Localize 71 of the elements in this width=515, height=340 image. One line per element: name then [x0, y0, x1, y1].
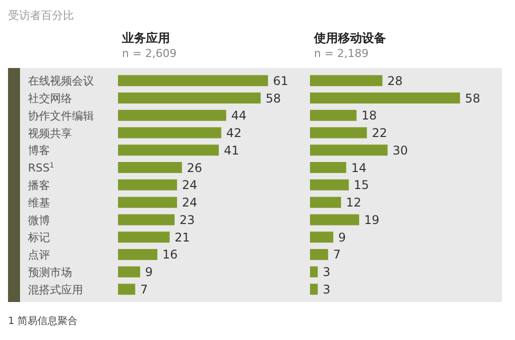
data-label: 14 — [351, 160, 366, 175]
y-tick-label: 预测市场 — [28, 266, 72, 279]
chart-title: 使用移动设备 — [314, 30, 387, 47]
bar — [118, 248, 158, 260]
chart-subtitle: n = 2,189 — [314, 47, 370, 60]
y-tick-label: 博客 — [28, 144, 50, 158]
data-label: 12 — [346, 196, 362, 210]
bar — [118, 75, 268, 86]
bar — [310, 284, 318, 295]
y-tick-label: 协作文件编辑 — [28, 109, 94, 122]
data-label: 26 — [186, 160, 202, 175]
chart-subtitle: n = 2,609 — [122, 47, 178, 60]
bar — [118, 196, 178, 208]
text: 1 简易信息聚合 — [8, 314, 79, 328]
chart-title: 业务应用 — [122, 30, 171, 47]
data-label: 61 — [273, 74, 288, 88]
bar — [310, 75, 382, 86]
bar — [118, 110, 226, 121]
bar — [118, 284, 136, 295]
bar — [310, 214, 360, 226]
bar — [118, 214, 175, 226]
bar — [310, 179, 349, 190]
bar — [310, 92, 460, 104]
y-tick-label: 点评 — [28, 248, 50, 262]
data-label: 22 — [372, 126, 388, 140]
y-tick-label: 微博 — [28, 214, 50, 227]
data-label: 58 — [465, 91, 480, 106]
data-label: 21 — [174, 230, 190, 244]
bar — [310, 248, 328, 260]
data-label: 9 — [145, 265, 153, 280]
bar — [118, 127, 222, 138]
data-label: 24 — [182, 178, 198, 192]
y-tick-label: 在线视频会议 — [28, 74, 94, 88]
bar — [310, 110, 357, 121]
bar — [310, 127, 367, 138]
data-label: 42 — [226, 126, 242, 140]
y-tick-label: 视频共享 — [28, 126, 72, 140]
bar — [310, 162, 346, 174]
bar — [118, 179, 178, 190]
bar — [310, 266, 318, 278]
data-label: 28 — [387, 74, 403, 88]
y-tick-label: 标记 — [27, 231, 50, 244]
bar — [118, 162, 182, 174]
data-label: 44 — [231, 108, 246, 123]
bar — [310, 144, 388, 156]
data-label: 16 — [162, 248, 178, 262]
data-label: 3 — [322, 265, 330, 280]
y-tick-label: 播客 — [28, 179, 50, 192]
data-label: 15 — [354, 178, 370, 192]
y-tick-label: 维基 — [28, 196, 50, 210]
data-label: 7 — [333, 248, 341, 262]
bar — [118, 232, 170, 243]
data-label: 9 — [338, 230, 346, 244]
data-label: 41 — [224, 143, 240, 158]
bar — [118, 144, 219, 156]
data-label: 7 — [140, 282, 148, 297]
y-tick-label: RSS$^{1}$ — [28, 162, 54, 175]
bar — [310, 232, 334, 243]
data-label: 58 — [266, 91, 281, 106]
bar — [118, 266, 140, 278]
data-label: 3 — [322, 282, 330, 297]
data-label: 19 — [364, 212, 380, 227]
data-label: 18 — [362, 108, 377, 123]
data-label: 30 — [392, 143, 408, 158]
y-tick-label: 社交网络 — [28, 92, 72, 106]
data-label: 23 — [180, 212, 195, 227]
data-label: 24 — [182, 196, 198, 210]
y-tick-label: 混搭式应用 — [28, 283, 83, 296]
bar — [118, 92, 261, 104]
bar — [310, 196, 342, 208]
text: 受访者百分比 — [8, 8, 75, 24]
